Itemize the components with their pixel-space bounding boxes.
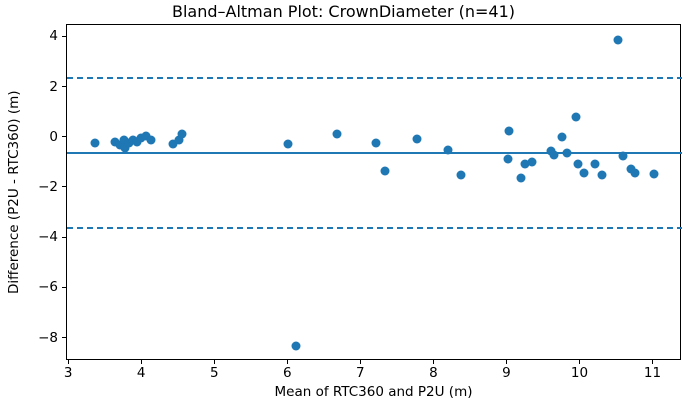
data-point bbox=[110, 137, 120, 147]
y-tick-label: −2 bbox=[38, 178, 58, 195]
x-axis-label: Mean of RTC360 and P2U (m) bbox=[274, 384, 473, 400]
data-point bbox=[141, 131, 151, 141]
x-tick-label: 9 bbox=[502, 365, 511, 381]
data-point bbox=[590, 159, 600, 169]
plot-area bbox=[66, 24, 682, 360]
x-tick-mark bbox=[578, 360, 580, 364]
x-tick-mark bbox=[652, 360, 653, 364]
x-tick-mark bbox=[286, 360, 288, 364]
data-point bbox=[380, 166, 390, 176]
x-tick-mark bbox=[213, 360, 215, 364]
y-tick-label: −6 bbox=[38, 279, 58, 296]
x-tick-mark bbox=[359, 360, 361, 364]
y-tick-label: 4 bbox=[49, 28, 58, 45]
y-tick-mark bbox=[62, 86, 66, 88]
data-point bbox=[520, 159, 530, 169]
x-tick-label: 5 bbox=[209, 365, 219, 381]
data-point bbox=[412, 134, 422, 143]
y-tick-label: 2 bbox=[49, 78, 58, 95]
mean-difference-line bbox=[67, 152, 682, 154]
x-tick-label: 11 bbox=[643, 365, 662, 381]
upper-loa-line bbox=[67, 77, 682, 79]
x-tick-label: 4 bbox=[136, 365, 146, 381]
data-point bbox=[571, 112, 581, 122]
data-point bbox=[503, 154, 513, 164]
data-point bbox=[168, 139, 178, 149]
chart-title: Bland–Altman Plot: CrownDiameter (n=41) bbox=[171, 2, 516, 21]
data-point bbox=[136, 133, 146, 143]
data-point bbox=[283, 139, 293, 149]
x-tick-mark bbox=[505, 360, 507, 364]
data-point bbox=[456, 170, 466, 180]
x-tick-label: 10 bbox=[570, 365, 589, 381]
data-point bbox=[557, 132, 567, 142]
data-point bbox=[562, 148, 572, 158]
data-point bbox=[115, 140, 125, 150]
data-point bbox=[371, 138, 381, 148]
data-point bbox=[649, 169, 658, 179]
data-point bbox=[549, 150, 559, 160]
x-tick-label: 3 bbox=[63, 365, 73, 381]
data-point bbox=[527, 157, 537, 167]
data-point bbox=[132, 137, 142, 147]
data-point bbox=[516, 173, 526, 183]
y-tick-mark bbox=[62, 337, 66, 339]
data-point bbox=[573, 159, 583, 169]
lower-loa-line bbox=[67, 227, 682, 229]
x-tick-label: 6 bbox=[283, 365, 292, 381]
data-point bbox=[504, 126, 514, 136]
y-tick-mark bbox=[62, 186, 66, 188]
data-point bbox=[90, 138, 100, 148]
data-point bbox=[177, 129, 187, 139]
y-tick-label: −4 bbox=[38, 229, 58, 246]
x-tick-label: 8 bbox=[429, 365, 438, 381]
data-point bbox=[613, 35, 623, 45]
x-tick-mark bbox=[67, 360, 69, 364]
data-point bbox=[618, 151, 628, 161]
y-tick-mark bbox=[62, 286, 66, 288]
data-point bbox=[332, 129, 342, 139]
data-point bbox=[120, 143, 130, 153]
data-point bbox=[579, 168, 589, 178]
y-tick-mark bbox=[62, 35, 66, 37]
y-tick-label: 0 bbox=[49, 128, 58, 145]
x-tick-mark bbox=[432, 360, 434, 364]
data-point bbox=[443, 145, 453, 155]
data-point bbox=[174, 135, 184, 145]
data-point bbox=[146, 135, 156, 145]
y-tick-label: −8 bbox=[38, 329, 58, 346]
y-tick-mark bbox=[62, 136, 66, 138]
data-point bbox=[119, 135, 129, 145]
data-point bbox=[597, 170, 607, 180]
x-tick-label: 7 bbox=[356, 365, 365, 381]
data-point bbox=[291, 341, 301, 351]
x-tick-mark bbox=[140, 360, 142, 364]
y-tick-mark bbox=[62, 236, 66, 238]
data-point bbox=[630, 168, 640, 178]
